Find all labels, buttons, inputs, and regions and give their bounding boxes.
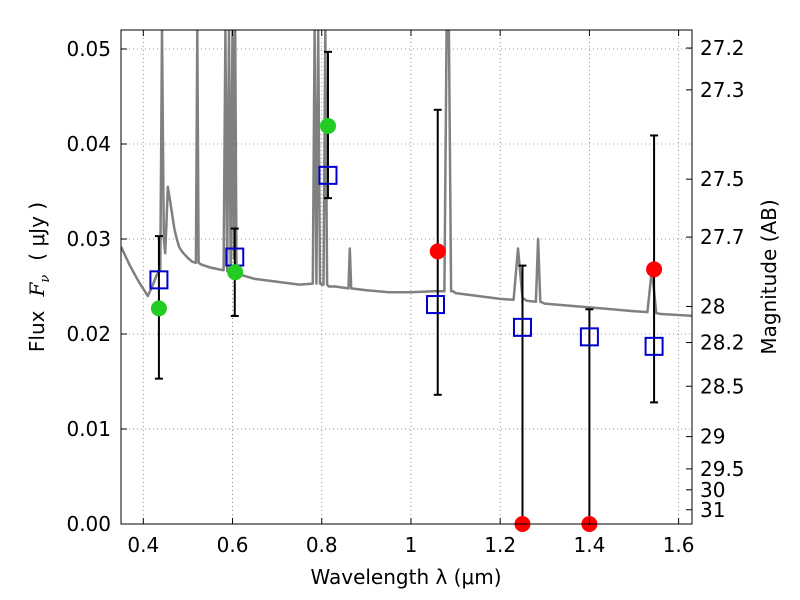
magnitude-tick-label: 27.7: [700, 225, 745, 249]
red-point: [646, 261, 663, 278]
x-axis-label: Wavelength λ (μm): [310, 565, 501, 589]
magnitude-tick-label: 27.3: [700, 78, 745, 102]
green-point: [227, 264, 244, 281]
y-axis-label-subscript: ν: [38, 275, 53, 283]
green-point: [319, 117, 336, 134]
grid: [121, 30, 692, 525]
y-tick-label: 0.02: [66, 322, 111, 346]
y-axis-label-prefix: Flux: [25, 310, 49, 352]
magnitude-tick-label: 28: [700, 294, 725, 318]
model-spectrum: [121, 30, 692, 318]
y-axis-label-symbol: F: [25, 282, 49, 298]
magnitude-tick-label: 29.5: [700, 457, 745, 481]
red-point: [429, 243, 446, 260]
model-spectrum-line: [121, 30, 692, 318]
square-point: [512, 317, 532, 337]
x-tick-label: 0.6: [217, 533, 249, 557]
x-tick-label: 1: [405, 533, 418, 557]
y-axis-label-unit: ( μJy ): [25, 202, 49, 261]
square-point: [579, 327, 599, 347]
magnitude-tick-label: 29: [700, 425, 725, 449]
square-point: [644, 336, 664, 356]
y-axis-label: Flux Fν ( μJy ): [25, 202, 53, 352]
y-tick-label: 0.00: [66, 512, 111, 536]
x-tick-label: 1.4: [573, 533, 605, 557]
magnitude-tick-label: 31: [700, 498, 725, 522]
square-point: [318, 165, 338, 185]
x-tick-label: 1.2: [484, 533, 516, 557]
x-tick-label: 1.6: [663, 533, 695, 557]
y-tick-label: 0.03: [66, 227, 111, 251]
y-tick-label: 0.05: [66, 37, 111, 61]
square-point: [425, 295, 445, 315]
magnitude-tick-label: 30: [700, 478, 725, 502]
y-tick-label: 0.01: [66, 417, 111, 441]
magnitude-tick-label: 28.5: [700, 374, 745, 398]
magnitude-tick-label: 28.2: [700, 331, 745, 355]
x-tick-label: 0.4: [127, 533, 159, 557]
plot-frame: [120, 29, 693, 525]
y-ticks: 0.00 0.01 0.02 0.03 0.04 0.05: [66, 37, 127, 536]
magnitude-tick-label: 27.5: [700, 167, 745, 191]
x-ticks: 0.4 0.6 0.8 1 1.2 1.4 1.6: [127, 30, 695, 557]
magnitude-tick-label: 27.2: [700, 36, 745, 60]
x-tick-label: 0.8: [306, 533, 338, 557]
green-point: [150, 300, 167, 317]
square-point: [149, 270, 169, 290]
y-tick-label: 0.04: [66, 132, 111, 156]
y2-axis-label: Magnitude (AB): [757, 199, 781, 354]
